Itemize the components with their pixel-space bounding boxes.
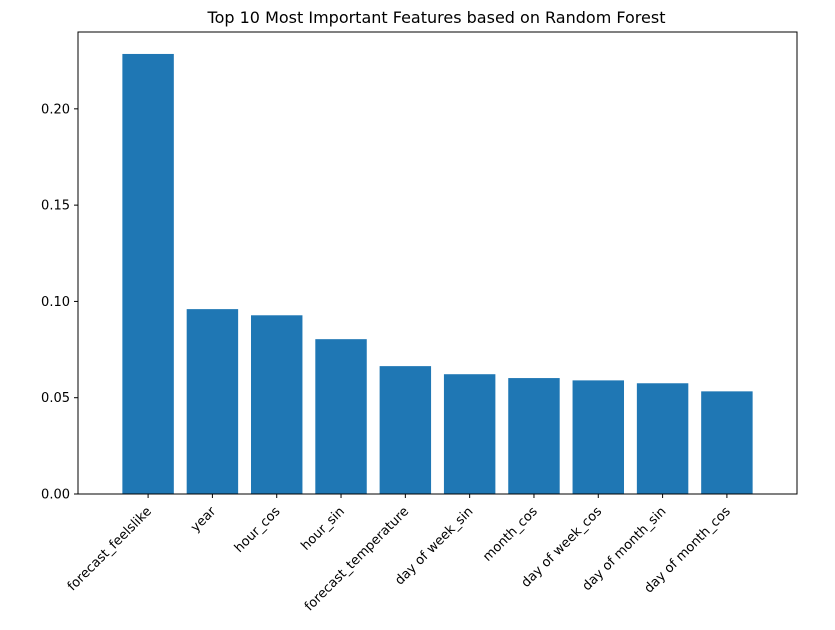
bar-1	[186, 309, 239, 494]
x-axis: forecast_feelslike year hour_cos hour_sinfo…	[65, 494, 734, 614]
y-tick-label-0: 0.00	[41, 488, 70, 503]
bar-2	[250, 315, 303, 494]
bar-0	[122, 53, 174, 494]
x-tick-label-4: forecast_temperature	[302, 504, 412, 614]
y-tick-label-2: 0.10	[41, 295, 70, 310]
y-axis: 0.00 0.05 0.10 0.15 0.20	[41, 102, 78, 503]
bars	[122, 53, 753, 494]
bar-6	[508, 378, 560, 494]
x-tick-label-3: hour_sin	[298, 504, 347, 553]
bar-8	[636, 383, 689, 494]
x-tick-label-0: forecast_feelslike	[65, 504, 155, 594]
x-tick-label-1: year	[188, 504, 220, 536]
x-tick-label-2: hour_cos	[232, 504, 284, 556]
y-tick-label-4: 0.20	[41, 102, 70, 117]
bar-5	[443, 374, 496, 494]
bar-3	[315, 339, 367, 494]
plot-frame	[77, 31, 798, 495]
y-tick-label-1: 0.05	[41, 391, 70, 406]
x-tick-label-6: month_cos	[480, 504, 541, 565]
chart-title: Top 10 Most Important Features based on …	[207, 8, 666, 27]
bar-9	[701, 391, 753, 494]
bar-7	[572, 380, 625, 494]
bar-4	[379, 366, 432, 494]
y-tick-label-3: 0.15	[41, 199, 70, 214]
